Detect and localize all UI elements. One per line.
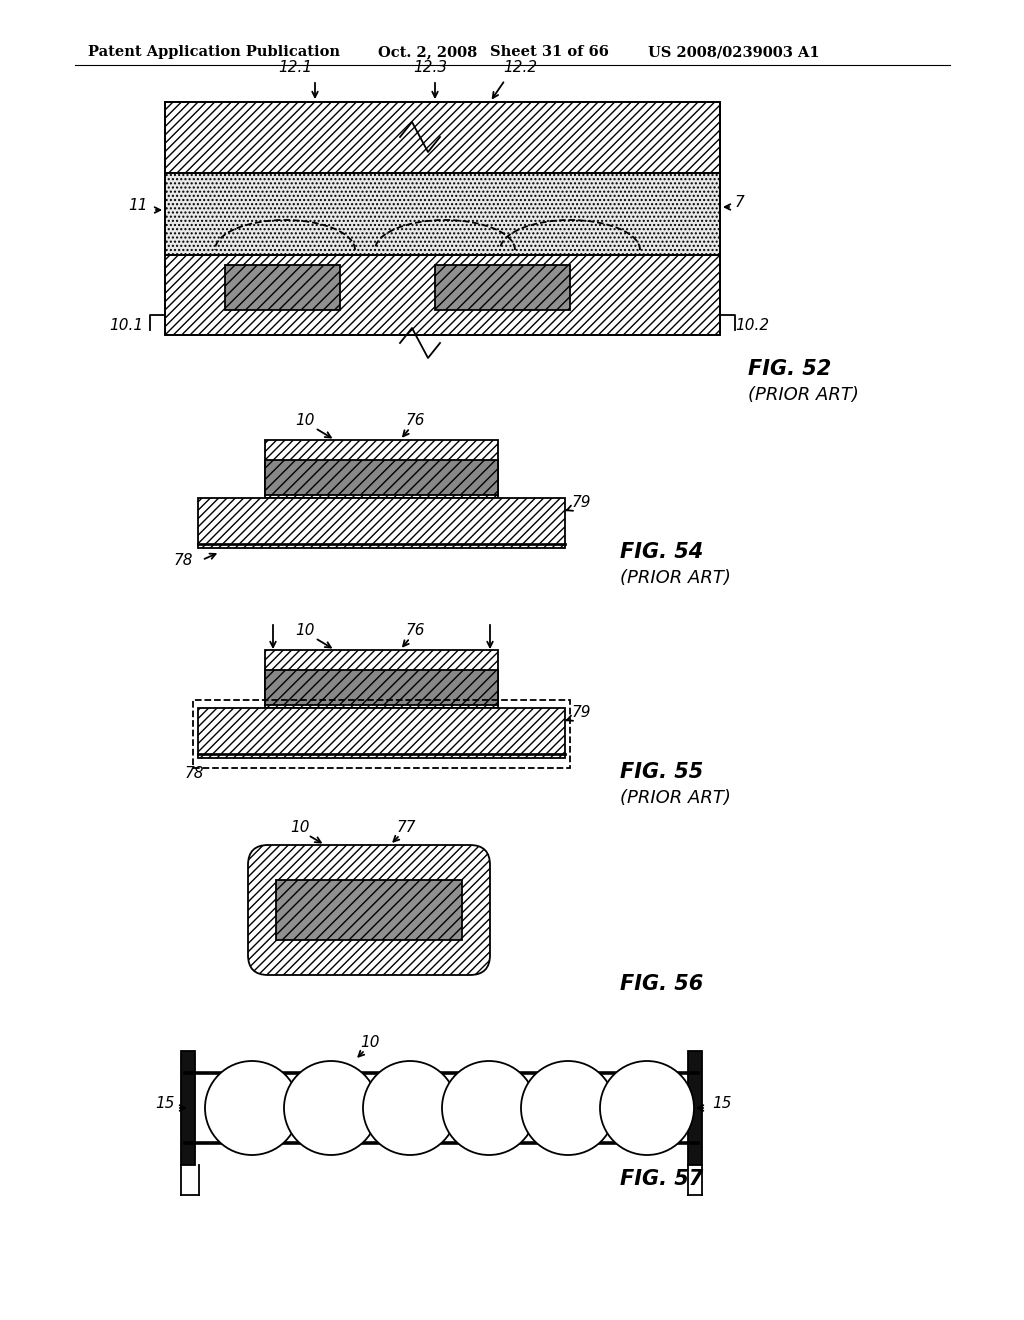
Ellipse shape — [205, 1061, 299, 1155]
Text: 10: 10 — [295, 413, 314, 428]
Bar — [265, 671, 498, 705]
Bar — [165, 255, 720, 335]
Text: 79: 79 — [572, 495, 592, 510]
Text: 12.1: 12.1 — [278, 59, 312, 75]
Text: FIG. 56: FIG. 56 — [620, 974, 703, 994]
Text: (PRIOR ART): (PRIOR ART) — [620, 569, 731, 587]
Ellipse shape — [442, 1061, 536, 1155]
Text: 15: 15 — [156, 1096, 175, 1111]
Text: 12.2: 12.2 — [503, 59, 537, 75]
Text: 10: 10 — [295, 623, 314, 638]
Text: (PRIOR ART): (PRIOR ART) — [620, 789, 731, 807]
Text: 78: 78 — [173, 553, 193, 568]
Bar — [198, 708, 565, 758]
Text: 7: 7 — [735, 195, 744, 210]
Text: 11: 11 — [128, 198, 148, 213]
Bar — [688, 1051, 702, 1166]
Text: FIG. 55: FIG. 55 — [620, 762, 703, 781]
Bar — [181, 1051, 195, 1166]
Bar — [276, 880, 462, 940]
Bar — [198, 498, 565, 548]
Bar — [265, 440, 498, 498]
Text: Oct. 2, 2008: Oct. 2, 2008 — [378, 45, 477, 59]
Text: 77: 77 — [396, 820, 416, 836]
Text: 76: 76 — [406, 413, 425, 428]
Text: Sheet 31 of 66: Sheet 31 of 66 — [490, 45, 609, 59]
Bar — [225, 265, 340, 310]
Ellipse shape — [600, 1061, 694, 1155]
Ellipse shape — [284, 1061, 378, 1155]
Text: 10: 10 — [290, 820, 309, 836]
Text: 15: 15 — [712, 1096, 731, 1111]
Bar — [193, 700, 570, 768]
Text: (PRIOR ART): (PRIOR ART) — [748, 385, 859, 404]
Text: 78: 78 — [185, 766, 205, 781]
Text: FIG. 54: FIG. 54 — [620, 543, 703, 562]
Bar — [265, 649, 498, 708]
Bar — [165, 102, 720, 173]
Bar — [265, 459, 498, 495]
Ellipse shape — [521, 1061, 615, 1155]
Bar — [165, 173, 720, 255]
Text: FIG. 52: FIG. 52 — [748, 359, 831, 379]
Ellipse shape — [362, 1061, 457, 1155]
Bar — [435, 265, 570, 310]
Text: 12.3: 12.3 — [413, 59, 447, 75]
Text: 10.2: 10.2 — [735, 318, 769, 333]
Text: 10.1: 10.1 — [109, 318, 143, 333]
FancyBboxPatch shape — [248, 845, 490, 975]
Text: Patent Application Publication: Patent Application Publication — [88, 45, 340, 59]
Text: 10: 10 — [360, 1035, 380, 1049]
Text: 79: 79 — [572, 705, 592, 719]
Text: US 2008/0239003 A1: US 2008/0239003 A1 — [648, 45, 819, 59]
Text: FIG. 57: FIG. 57 — [620, 1170, 703, 1189]
Text: 76: 76 — [406, 623, 425, 638]
